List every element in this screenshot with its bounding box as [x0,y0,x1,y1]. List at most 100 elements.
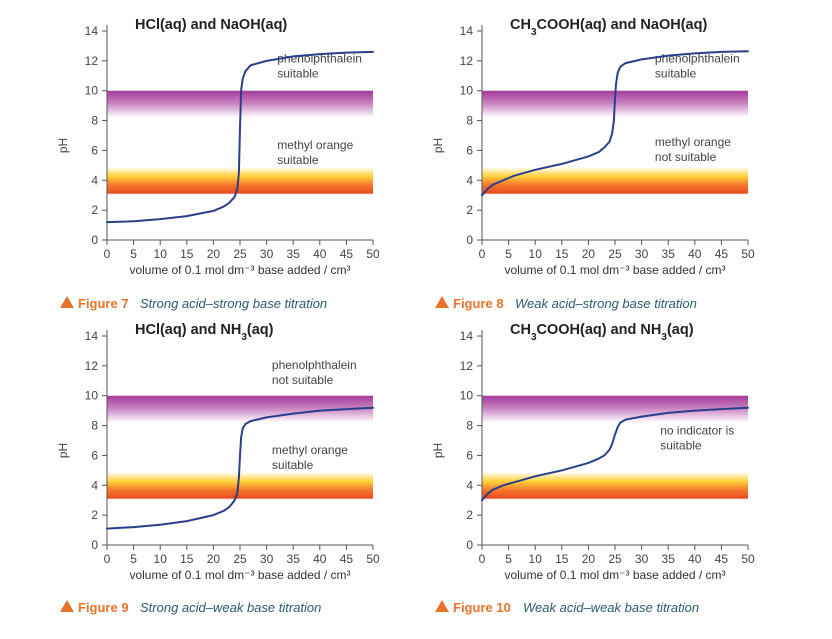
y-tick-label: 0 [91,233,98,247]
y-tick-label: 14 [85,329,99,343]
titration-curve [481,50,749,197]
titration-curve [106,406,374,530]
y-tick-label: 2 [91,203,98,217]
y-tick-label: 4 [91,173,98,187]
y-tick-label: 10 [85,389,99,403]
y-tick-label: 6 [91,143,98,157]
x-tick-label: 15 [555,247,569,261]
x-tick-label: 45 [715,552,729,566]
titration-curve [106,50,374,224]
caption-triangle-icon [60,600,74,612]
chart-title: CH3COOH(aq) and NH3(aq) [510,322,694,343]
x-tick-label: 50 [741,247,755,261]
x-tick-label: 0 [479,247,486,261]
caption-triangle-icon [435,600,449,612]
x-tick-label: 25 [608,247,622,261]
y-tick-label: 10 [460,84,474,98]
y-tick-label: 6 [91,448,98,462]
y-tick-label: 4 [91,478,98,492]
x-tick-label: 45 [340,247,354,261]
x-tick-label: 40 [688,552,702,566]
x-tick-label: 5 [505,552,512,566]
x-tick-label: 35 [662,247,676,261]
y-tick-label: 8 [91,419,98,433]
x-tick-label: 50 [741,552,755,566]
x-tick-label: 45 [715,247,729,261]
y-tick-label: 6 [466,143,473,157]
y-tick-label: 2 [466,508,473,522]
caption-triangle-icon [60,296,74,308]
y-tick-label: 0 [466,233,473,247]
x-tick-label: 15 [555,552,569,566]
x-tick-label: 30 [635,552,649,566]
indicator-annotation: phenolphthalein suitable [277,51,362,80]
x-tick-label: 20 [207,247,221,261]
y-tick-label: 12 [85,54,99,68]
x-tick-label: 45 [340,552,354,566]
y-axis-label: pH [56,138,70,153]
titration-curve [481,406,749,502]
methyl-orange-range-band [107,471,373,499]
y-tick-label: 12 [460,359,474,373]
chart-panel-1: 0 2 4 6 8 10 12 14 0 5 10 15 20 25 30 35 40 45 50 volume of… [56,17,380,311]
caption-triangle-icon [435,296,449,308]
methyl-orange-range-band [482,471,748,499]
y-tick-label: 0 [466,538,473,552]
chart-panel-2: 0 2 4 6 8 10 12 14 0 5 10 15 20 25 30 35 40 45 50 volume of… [431,17,755,311]
x-tick-label: 10 [154,247,168,261]
y-tick-label: 12 [460,54,474,68]
y-tick-label: 10 [85,84,99,98]
x-axis-label: volume of 0.1 mol dm⁻³ base added / cm³ [129,263,350,277]
figure-number: Figure 8 [453,296,504,311]
y-tick-label: 14 [460,24,474,38]
figure-caption: Weak acid–weak base titration [523,600,699,615]
x-tick-label: 40 [313,552,327,566]
y-tick-label: 14 [85,24,99,38]
x-tick-label: 30 [635,247,649,261]
figure-caption: Weak acid–strong base titration [515,296,697,311]
x-tick-label: 30 [260,247,274,261]
chart-title: CH3COOH(aq) and NaOH(aq) [510,17,707,38]
y-axis-label: pH [431,443,445,458]
figure-caption: Strong acid–weak base titration [140,600,321,615]
y-tick-label: 6 [466,448,473,462]
x-tick-label: 35 [287,552,301,566]
x-tick-label: 40 [688,247,702,261]
x-tick-label: 0 [479,552,486,566]
x-tick-label: 25 [233,552,247,566]
x-tick-label: 15 [180,552,194,566]
x-tick-label: 20 [582,552,596,566]
figure-number: Figure 9 [78,600,129,615]
x-tick-label: 5 [130,247,137,261]
x-tick-label: 20 [207,552,221,566]
chart-title: HCl(aq) and NH3(aq) [135,322,274,343]
chart-panel-3: 0 2 4 6 8 10 12 14 0 5 10 15 20 25 30 35 40 45 50 volume of… [56,322,380,615]
figure-number: Figure 7 [78,296,129,311]
x-tick-label: 5 [505,247,512,261]
x-axis-label: volume of 0.1 mol dm⁻³ base added / cm³ [504,568,725,582]
y-tick-label: 2 [466,203,473,217]
x-tick-label: 50 [366,247,380,261]
chart-panel-4: 0 2 4 6 8 10 12 14 0 5 10 15 20 25 30 35 40 45 50 volume of… [431,322,755,615]
y-tick-label: 4 [466,478,473,492]
x-tick-label: 50 [366,552,380,566]
x-tick-label: 10 [529,552,543,566]
x-axis-label: volume of 0.1 mol dm⁻³ base added / cm³ [504,263,725,277]
indicator-annotation: methyl orange suitable [277,138,353,167]
y-tick-label: 12 [85,359,99,373]
y-tick-label: 8 [466,419,473,433]
x-tick-label: 5 [130,552,137,566]
x-tick-label: 25 [233,247,247,261]
indicator-annotation: methyl orange not suitable [655,135,731,164]
indicator-annotation: no indicator is suitable [660,424,734,453]
y-axis-label: pH [431,138,445,153]
y-tick-label: 8 [91,114,98,128]
chart-title: HCl(aq) and NaOH(aq) [135,17,287,33]
figure-caption: Strong acid–strong base titration [140,296,327,311]
x-tick-label: 35 [287,247,301,261]
x-axis-label: volume of 0.1 mol dm⁻³ base added / cm³ [129,568,350,582]
indicator-annotation: phenolphthalein not suitable [272,358,357,387]
y-tick-label: 8 [466,114,473,128]
y-axis-label: pH [56,443,70,458]
